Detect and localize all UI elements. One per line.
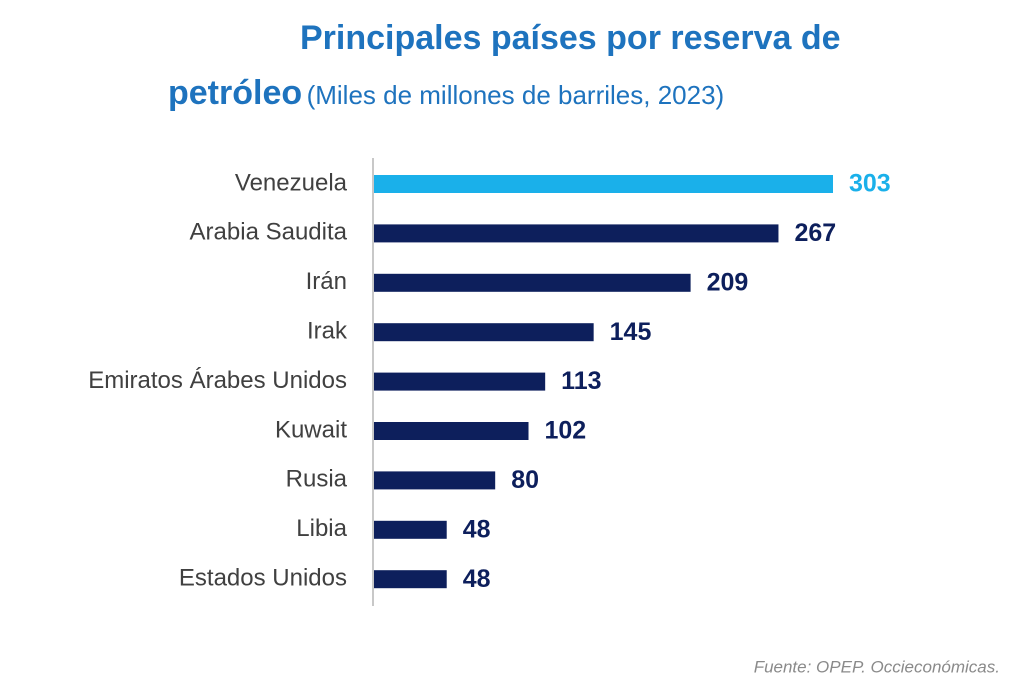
- bar: [374, 323, 594, 342]
- value-label: 102: [545, 417, 587, 445]
- category-label: Irak: [307, 318, 348, 345]
- category-label: Kuwait: [275, 416, 347, 443]
- value-label: 303: [849, 170, 891, 198]
- bar: [374, 520, 447, 539]
- title-block: Principales países por reserva de petról…: [168, 14, 918, 124]
- value-label: 145: [610, 318, 652, 346]
- bar: [374, 175, 833, 193]
- category-label: Emiratos Árabes Unidos: [88, 367, 347, 394]
- source: Fuente: OPEP. Occieconómicas.: [754, 657, 1000, 676]
- category-label: Venezuela: [235, 169, 348, 196]
- value-label: 80: [511, 466, 539, 494]
- value-label: 113: [561, 367, 601, 395]
- chart-title: Principales países por reserva de petról…: [168, 19, 841, 112]
- value-label: 48: [463, 565, 491, 593]
- bar: [374, 224, 779, 243]
- value-label: 209: [707, 268, 749, 296]
- category-label: Libia: [296, 515, 347, 542]
- value-label: 48: [463, 515, 491, 543]
- bar: [374, 422, 529, 440]
- category-label: Arabia Saudita: [190, 219, 348, 246]
- value-label: 267: [794, 219, 836, 247]
- bar: [374, 570, 447, 589]
- category-label: Estados Unidos: [179, 565, 347, 592]
- bar: [374, 372, 546, 391]
- bar: [374, 471, 496, 490]
- category-label: Irán: [306, 268, 347, 295]
- chart-subtitle: (Miles de millones de barriles, 2023): [306, 80, 725, 110]
- bar: [374, 273, 691, 292]
- category-label: Rusia: [286, 466, 348, 493]
